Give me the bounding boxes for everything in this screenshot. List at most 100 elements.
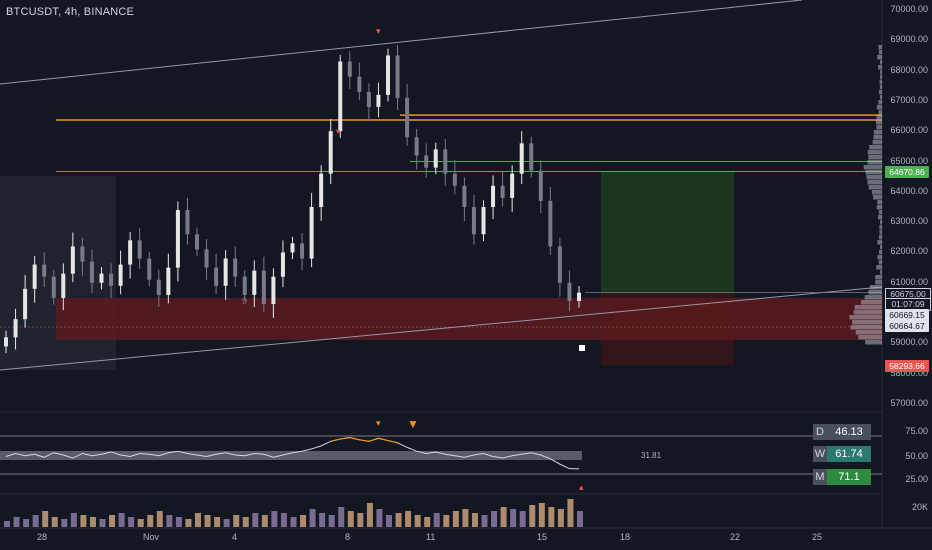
- volume-profile-bar: [879, 230, 882, 235]
- volume-bar: [243, 517, 249, 527]
- volume-profile-bar: [868, 160, 882, 165]
- candle-body: [128, 240, 132, 264]
- rsi-daily-key: D: [813, 424, 827, 440]
- volume-bar: [42, 511, 48, 527]
- candle-body: [90, 262, 94, 283]
- volume-bar: [577, 511, 583, 527]
- volume-profile-bar: [852, 320, 882, 325]
- volume-bar: [4, 521, 10, 527]
- rsi-monthly-value: 71.1: [827, 469, 871, 485]
- candle-body: [100, 274, 104, 283]
- candle-body: [501, 186, 505, 198]
- time-tick: 11: [426, 532, 435, 542]
- volume-bar: [214, 517, 220, 527]
- candle-body: [157, 280, 161, 295]
- volume-bar: [510, 509, 516, 527]
- volume-profile-bar: [858, 335, 882, 340]
- volume-profile-bar: [868, 290, 882, 295]
- candle-body: [166, 268, 170, 295]
- volume-bar: [367, 503, 373, 527]
- volume-bar: [128, 517, 134, 527]
- candle-body: [520, 143, 524, 173]
- time-tick: 15: [537, 532, 547, 542]
- candle-body: [462, 186, 466, 207]
- candle-body: [291, 243, 295, 252]
- time-tick: 4: [232, 532, 237, 542]
- volume-bar: [396, 513, 402, 527]
- candle-body: [4, 337, 8, 346]
- volume-bar: [539, 503, 545, 527]
- candle-body: [424, 155, 428, 167]
- volume-bar: [491, 511, 497, 527]
- volume-profile-bar: [861, 300, 882, 305]
- rsi-daily-value: 46.13: [827, 424, 871, 440]
- candle-body: [386, 55, 390, 94]
- volume-profile-bar: [880, 220, 882, 225]
- volume-bar: [329, 515, 335, 527]
- price-tick: 67000.00: [890, 95, 928, 105]
- candle-body: [205, 249, 209, 267]
- volume-profile-bar: [876, 115, 882, 120]
- volume-bar: [138, 519, 144, 527]
- candle-body: [443, 149, 447, 173]
- volume-bar: [300, 515, 306, 527]
- volume-profile-bar: [877, 205, 882, 210]
- time-tick: 22: [730, 532, 740, 542]
- candle-body: [224, 259, 228, 286]
- volume-bar: [501, 507, 507, 527]
- volume-bar: [529, 505, 535, 527]
- volume-profile-bar: [880, 75, 882, 80]
- volume-bar: [166, 515, 172, 527]
- volume-profile-bar: [878, 65, 882, 70]
- symbol-title[interactable]: BTCUSDT, 4h, BINANCE: [6, 6, 134, 18]
- volume-bar: [233, 515, 239, 527]
- volume-profile-bar: [865, 295, 882, 300]
- candle-body: [195, 234, 199, 249]
- volume-profile-bar: [869, 145, 882, 150]
- volume-profile-bar: [856, 330, 882, 335]
- volume-profile-bar: [868, 150, 882, 155]
- volume-profile-bar: [855, 305, 882, 310]
- candle-body: [577, 293, 581, 301]
- rsi-tick-25: 25.00: [905, 474, 928, 484]
- candle-body: [558, 246, 562, 282]
- volume-bar: [376, 509, 382, 527]
- candle-body: [281, 252, 285, 276]
- volume-bar: [348, 511, 354, 527]
- volume-profile-bar: [867, 180, 882, 185]
- volume-profile-bar: [880, 245, 882, 250]
- volume-profile-bar: [880, 60, 882, 65]
- candle-body: [14, 319, 18, 337]
- volume-bar: [224, 519, 230, 527]
- candle-body: [482, 207, 486, 234]
- volume-bar: [520, 511, 526, 527]
- candle-body: [262, 271, 266, 304]
- volume-profile-bar: [877, 55, 882, 60]
- green-level-tag: 64670.86: [885, 166, 929, 178]
- volume-profile-bar: [854, 310, 882, 315]
- candle-body: [472, 207, 476, 234]
- volume-bar: [472, 513, 478, 527]
- candle-body: [319, 174, 323, 207]
- price-tick: 65000.00: [890, 156, 928, 166]
- candle-body: [529, 143, 533, 170]
- candle-body: [61, 274, 65, 298]
- price-tick: 70000.00: [890, 4, 928, 14]
- candle-body: [119, 265, 123, 286]
- volume-profile-bar: [872, 190, 882, 195]
- volume-profile-bar: [875, 280, 882, 285]
- candle-body: [185, 210, 189, 234]
- candle-body: [147, 259, 151, 280]
- candle-body: [348, 62, 352, 77]
- candle-body: [396, 55, 400, 97]
- candle-body: [42, 265, 46, 277]
- volume-bar: [434, 513, 440, 527]
- volume-bar: [52, 517, 58, 527]
- candle-body: [271, 277, 275, 304]
- volume-bar: [558, 509, 564, 527]
- rsi-top-marker-2: ▼: [407, 417, 419, 431]
- volume-profile-bar: [878, 45, 882, 50]
- volume-profile-bar: [878, 100, 882, 105]
- candle-body: [405, 98, 409, 137]
